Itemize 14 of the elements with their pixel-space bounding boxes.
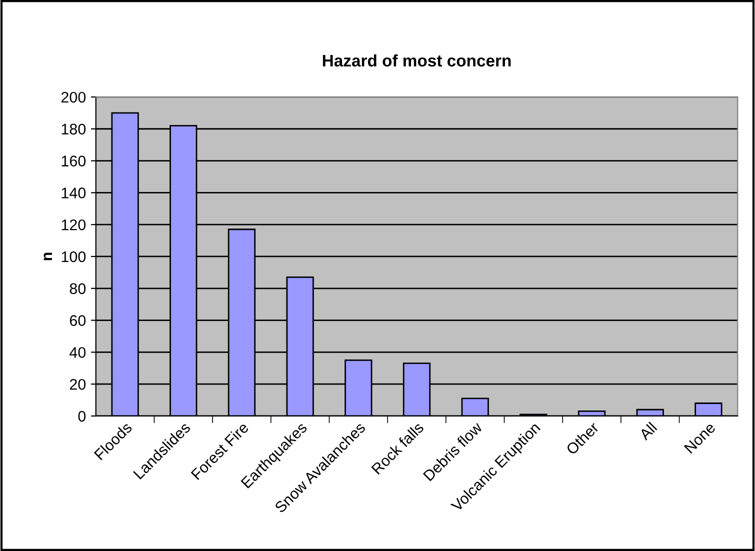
y-tick-label: 40 xyxy=(70,347,86,358)
y-tick-label: 180 xyxy=(62,124,86,135)
y-tick-label: 140 xyxy=(62,188,86,198)
x-tick-label: All xyxy=(638,422,658,441)
y-tick-label: 60 xyxy=(70,315,86,326)
y-tick-label: 100 xyxy=(62,251,86,262)
y-tick-label: 120 xyxy=(62,219,86,230)
y-tick-label: 20 xyxy=(70,378,86,390)
y-axis-title: n xyxy=(44,252,52,260)
y-tick-label: 80 xyxy=(70,283,86,294)
y-tick-label: 0 xyxy=(78,410,86,422)
y-tick-label: 160 xyxy=(62,156,86,166)
y-tick-label: 200 xyxy=(61,92,86,103)
chart-title: Hazard of most concern xyxy=(322,54,511,67)
